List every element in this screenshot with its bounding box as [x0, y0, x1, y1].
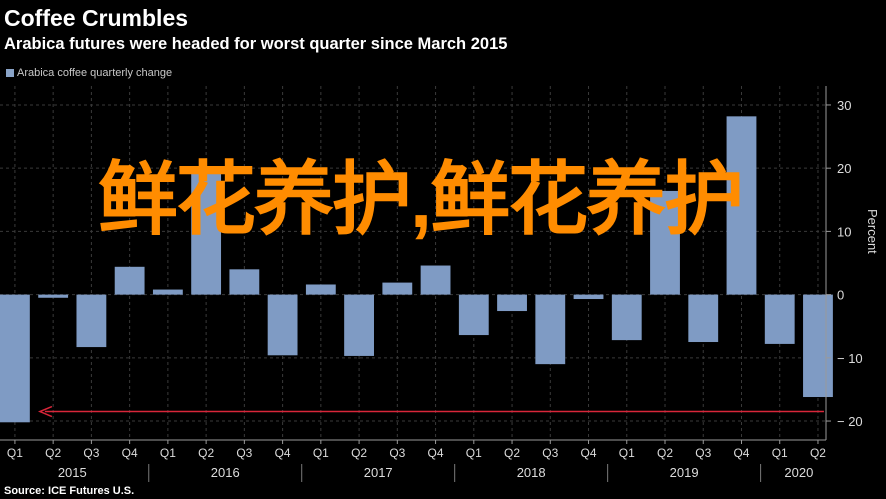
x-tick-label: Q1: [772, 446, 788, 460]
bar: [458, 294, 489, 336]
x-tick-label: Q3: [695, 446, 711, 460]
x-tick-label: Q4: [581, 446, 597, 460]
x-tick-label: Q2: [810, 446, 826, 460]
bar: [764, 294, 795, 344]
x-tick-label: Q4: [275, 446, 291, 460]
bar: [573, 294, 604, 300]
bar: [726, 116, 757, 295]
bar: [76, 294, 107, 348]
x-tick-label: Q1: [313, 446, 329, 460]
bar: [382, 282, 413, 295]
bar: [38, 294, 69, 298]
bar: [152, 289, 183, 295]
x-tick-label: Q3: [83, 446, 99, 460]
legend-swatch: [6, 69, 14, 77]
x-tick-label: Q1: [466, 446, 482, 460]
bar: [803, 294, 833, 398]
x-year-label: 2018: [517, 465, 546, 480]
x-year-label: 2015: [58, 465, 87, 480]
chart-title: Coffee Crumbles: [4, 5, 189, 31]
x-tick-label: Q2: [657, 446, 673, 460]
bar: [688, 294, 719, 343]
y-tick-label: 30: [837, 98, 851, 113]
x-tick-label: Q1: [7, 446, 23, 460]
bar: [535, 294, 566, 365]
x-tick-label: Q3: [542, 446, 558, 460]
x-tick-label: Q1: [160, 446, 176, 460]
annotation-arrow-head: [37, 405, 53, 418]
x-tick-label: Q2: [198, 446, 214, 460]
bar: [305, 284, 336, 295]
bar: [420, 265, 451, 295]
x-tick-label: Q2: [504, 446, 520, 460]
chart-source: Source: ICE Futures U.S.: [4, 485, 135, 497]
x-tick-label: Q2: [351, 446, 367, 460]
chart-subtitle: Arabica futures were headed for worst qu…: [4, 35, 508, 53]
legend-label: Arabica coffee quarterly change: [17, 67, 173, 79]
bar: [229, 269, 260, 295]
x-year-label: 2020: [784, 465, 813, 480]
y-tick-label: 0: [837, 288, 844, 303]
bar: [191, 173, 222, 295]
y-tick-label: 10: [837, 224, 851, 239]
x-tick-label: Q1: [619, 446, 635, 460]
bar: [0, 294, 30, 423]
watermark-overlay: 鲜花养护,鲜花养护: [97, 155, 744, 244]
y-tick-label: − 20: [837, 414, 863, 429]
y-axis-title: Percent: [865, 209, 880, 254]
bar: [611, 294, 642, 341]
x-year-label: 2019: [670, 465, 699, 480]
x-tick-label: Q3: [236, 446, 252, 460]
bar: [497, 294, 527, 312]
x-year-label: 2016: [211, 465, 240, 480]
x-tick-label: Q3: [389, 446, 405, 460]
bar: [344, 294, 374, 356]
chart-legend: Arabica coffee quarterly change: [6, 67, 172, 79]
bar: [114, 266, 145, 295]
x-year-label: 2017: [364, 465, 393, 480]
x-tick-label: Q4: [122, 446, 138, 460]
y-tick-label: 20: [837, 161, 851, 176]
x-tick-label: Q4: [733, 446, 749, 460]
y-tick-label: − 10: [837, 351, 863, 366]
bar: [650, 190, 680, 295]
x-tick-label: Q2: [45, 446, 61, 460]
bar: [267, 294, 298, 356]
x-tick-label: Q4: [428, 446, 444, 460]
